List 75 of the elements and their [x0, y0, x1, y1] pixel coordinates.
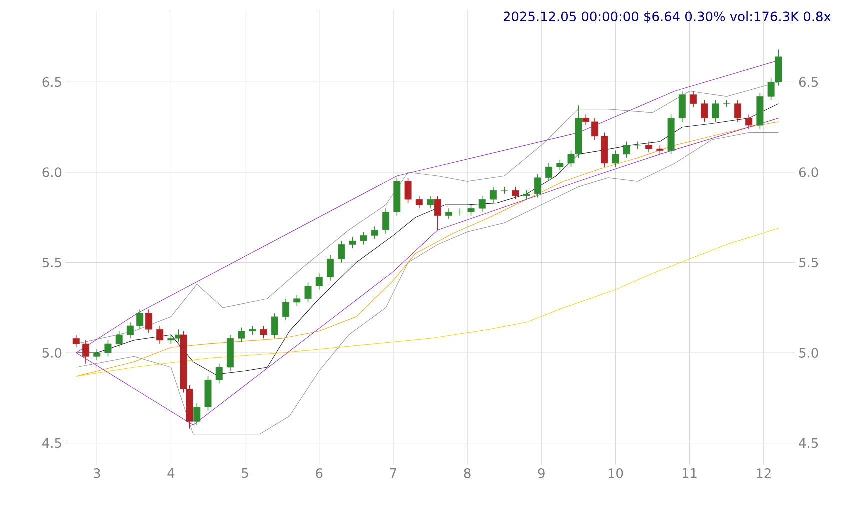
candlestick	[534, 174, 542, 198]
candlestick	[104, 340, 112, 358]
candlestick	[612, 150, 620, 168]
candlestick	[282, 298, 290, 321]
y-tick-label: 5.0	[42, 348, 62, 358]
candlestick	[523, 190, 530, 200]
y2-tick-label: 6.0	[799, 168, 818, 178]
candlestick	[304, 282, 312, 303]
candlestick	[316, 273, 323, 290]
candlestick	[656, 145, 664, 155]
candlestick	[490, 186, 497, 204]
candlestick	[734, 100, 742, 122]
y2-tick-label: 5.5	[800, 258, 818, 268]
y2-tick-label: 6.5	[799, 77, 818, 88]
candlestick	[338, 240, 346, 264]
candlestick	[404, 178, 412, 204]
candlestick	[712, 100, 720, 122]
candlestick	[194, 403, 201, 426]
candlestick	[126, 322, 134, 340]
candlestick	[591, 118, 598, 140]
candlestick	[434, 196, 442, 231]
candlestick	[156, 326, 164, 344]
candlestick	[501, 186, 508, 195]
candlestick	[701, 100, 708, 122]
y-tick-label: 4.5	[42, 438, 62, 448]
candlestick	[94, 349, 101, 361]
x-tick-label: 9	[538, 468, 545, 478]
x-tick-label: 10	[608, 468, 624, 478]
candlestick	[349, 237, 356, 249]
candlestick	[634, 141, 642, 150]
candlestick	[260, 326, 268, 340]
candlestick	[116, 330, 123, 348]
candlestick	[468, 204, 475, 216]
candlestick	[512, 186, 520, 200]
candlestick	[546, 163, 553, 182]
candlestick	[456, 208, 464, 216]
candlestick	[416, 196, 423, 210]
candlestick	[446, 208, 453, 220]
candlestick	[678, 90, 686, 122]
x-tick-label: 7	[390, 468, 396, 478]
candlestick	[249, 326, 256, 336]
candlestick	[690, 90, 697, 108]
candlestick	[72, 334, 80, 348]
x-tick-label: 12	[757, 468, 771, 478]
y-tick-label: 6.5	[42, 77, 62, 88]
candlestick	[360, 232, 368, 246]
candlestick	[327, 255, 334, 282]
y2-tick-label: 5.0	[800, 348, 818, 358]
candlestick	[746, 114, 753, 130]
x-tick-label: 11	[682, 468, 697, 478]
candlestick	[623, 141, 630, 158]
x-tick-label: 5	[242, 468, 248, 478]
candlestick	[82, 340, 90, 364]
y2-tick-label: 4.5	[799, 438, 818, 448]
candlestick	[216, 363, 223, 384]
candlestick	[478, 196, 486, 213]
candlestick	[238, 327, 246, 343]
candlestick	[294, 294, 301, 307]
chart-title: 2025.12.05 00:00:00 $6.64 0.30% vol:176.3K 0.8x	[504, 12, 831, 24]
candlestick	[723, 100, 730, 108]
x-tick-label: 4	[168, 468, 175, 478]
candlestick	[556, 159, 564, 172]
candlestick	[382, 208, 390, 234]
candlestick	[646, 141, 653, 154]
candlestick	[145, 309, 152, 334]
candlestick	[371, 226, 378, 240]
candlestick	[136, 309, 144, 330]
candlestick	[582, 114, 590, 126]
y-tick-label: 6.0	[42, 168, 62, 178]
candlestick	[271, 312, 278, 340]
y-tick-label: 5.5	[42, 258, 62, 268]
candlestick	[427, 196, 434, 210]
x-tick-label: 3	[94, 468, 100, 478]
x-tick-label: 6	[316, 468, 323, 478]
x-tick-label: 8	[464, 468, 471, 478]
